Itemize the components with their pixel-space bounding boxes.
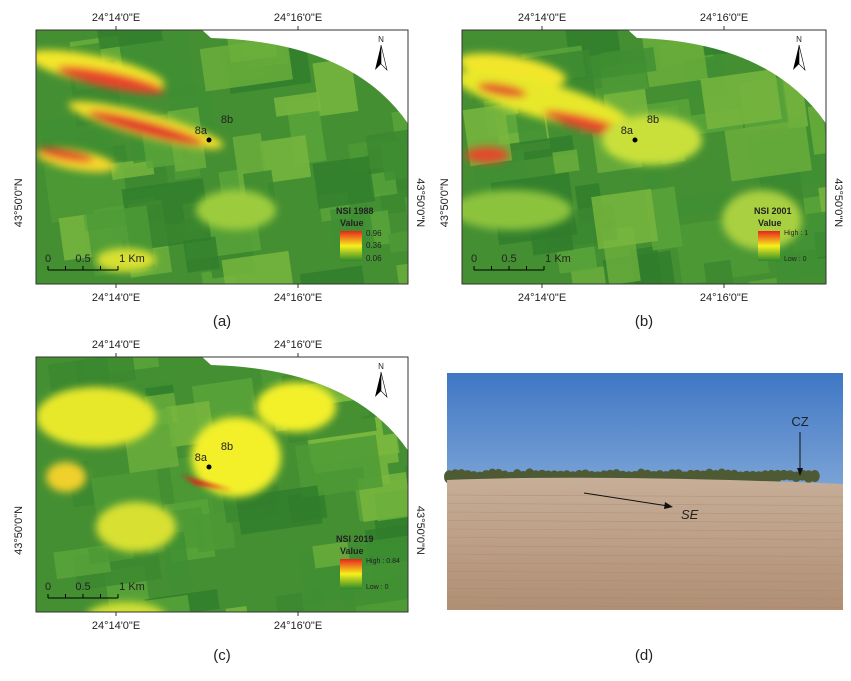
legend-label: 0.06 — [366, 254, 382, 263]
bottom-coord: 24°16'0"E — [700, 292, 748, 304]
point-label: 8a — [195, 125, 208, 137]
caption: (a) — [213, 313, 231, 330]
legend-label: High : 1 — [784, 230, 808, 237]
hotspot — [452, 190, 572, 230]
bottom-coord: 24°16'0"E — [274, 620, 322, 632]
right-coord: 43°50'0"N — [832, 178, 844, 227]
scale-label: 0.5 — [75, 581, 90, 593]
photo-label: SE — [681, 507, 699, 522]
scale-label: 1 Km — [119, 581, 145, 593]
map — [36, 350, 497, 660]
legend-subtitle: Value — [340, 546, 364, 556]
caption: (d) — [635, 647, 653, 664]
point — [207, 138, 212, 143]
bottom-coord: 24°14'0"E — [92, 292, 140, 304]
hotspot — [96, 502, 176, 552]
right-coord: 43°50'0"N — [414, 506, 426, 555]
top-coord: 24°14'0"E — [92, 12, 140, 24]
legend-label: Low : 0 — [784, 256, 807, 263]
legend-ramp — [340, 231, 362, 261]
hotspot — [46, 462, 86, 492]
left-coord: 43°50'0"N — [13, 506, 25, 555]
right-coord: 43°50'0"N — [414, 178, 426, 227]
point-label: 8a — [621, 125, 634, 137]
figure: 24°14'0"E 24°14'0"E 24°16'0"E 24°16'0"E 43°5… — [0, 0, 851, 676]
field — [700, 69, 782, 130]
caption: (b) — [635, 313, 653, 330]
map — [450, 23, 851, 320]
legend-label: 0.96 — [366, 229, 382, 238]
top-coord: 24°14'0"E — [92, 339, 140, 351]
field — [552, 149, 579, 173]
left-coord: 43°50'0"N — [439, 178, 451, 227]
hotspot — [465, 147, 509, 163]
point — [207, 465, 212, 470]
point-label: 8b — [647, 114, 659, 126]
legend-title: NSI 2019 — [336, 534, 374, 544]
point-label: 8a — [195, 452, 208, 464]
field — [825, 31, 850, 60]
legend-title: NSI 2001 — [754, 206, 792, 216]
bottom-coord: 24°14'0"E — [92, 620, 140, 632]
top-coord: 24°16'0"E — [274, 12, 322, 24]
point-label: 8b — [221, 114, 233, 126]
legend-label: 0.36 — [366, 241, 382, 250]
bottom-coord: 24°16'0"E — [274, 292, 322, 304]
point — [633, 138, 638, 143]
photo-label: CZ — [791, 414, 808, 429]
legend-label: Low : 0 — [366, 584, 389, 591]
left-coord: 43°50'0"N — [13, 178, 25, 227]
scale-label: 0.5 — [501, 253, 516, 265]
point-label: 8b — [221, 441, 233, 453]
scale-label: 0 — [45, 581, 51, 593]
top-coord: 24°16'0"E — [274, 339, 322, 351]
scale-label: 1 Km — [545, 253, 571, 265]
tree — [810, 470, 820, 482]
legend-ramp — [340, 559, 362, 589]
hotspot — [36, 387, 156, 447]
bottom-coord: 24°14'0"E — [518, 292, 566, 304]
hotspot — [256, 382, 336, 432]
map — [25, 21, 491, 317]
scale-label: 0 — [45, 253, 51, 265]
legend-label: High : 0.84 — [366, 558, 400, 565]
photo — [444, 373, 843, 610]
north: N — [378, 362, 384, 371]
top-coord: 24°14'0"E — [518, 12, 566, 24]
scale-label: 1 Km — [119, 253, 145, 265]
legend-title: NSI 1988 — [336, 206, 374, 216]
scale-label: 0 — [471, 253, 477, 265]
top-coord: 24°16'0"E — [700, 12, 748, 24]
legend-subtitle: Value — [340, 218, 364, 228]
north: N — [378, 35, 384, 44]
field — [312, 156, 375, 209]
caption: (c) — [213, 647, 231, 664]
field — [591, 189, 658, 249]
hotspot — [196, 190, 276, 230]
scale-label: 0.5 — [75, 253, 90, 265]
legend-ramp — [758, 231, 780, 261]
legend-subtitle: Value — [758, 218, 782, 228]
north: N — [796, 35, 802, 44]
